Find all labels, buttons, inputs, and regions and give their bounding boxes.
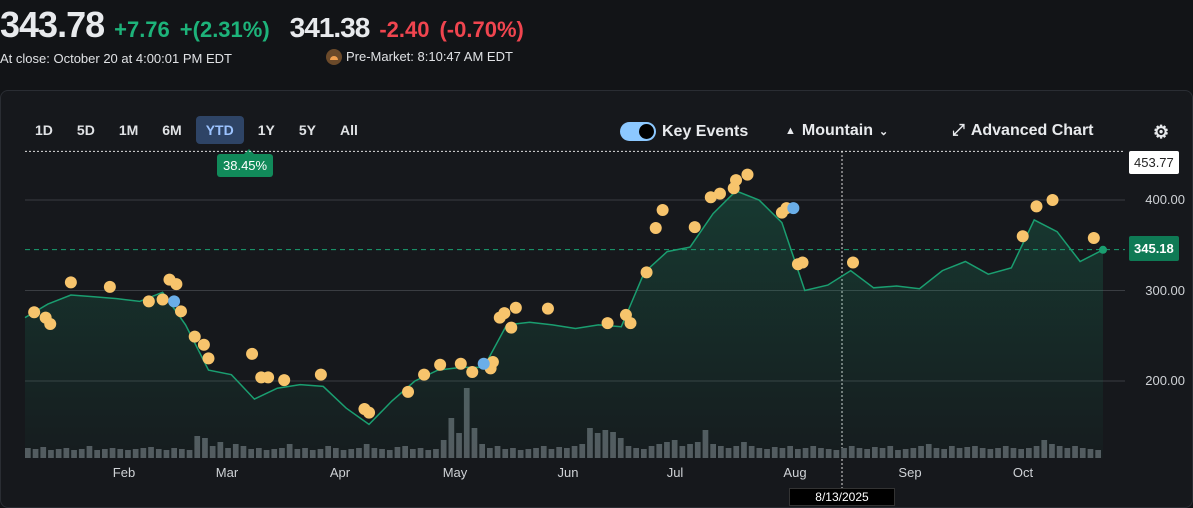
last-price-dot [1099,245,1107,254]
close-time: At close: October 20 at 4:00:01 PM EDT [0,51,232,66]
key-event-marker-blue [477,357,490,370]
key-event-marker [103,280,116,293]
key-event-marker [656,203,669,216]
key-event-marker [170,278,183,291]
key-event-marker [156,293,169,306]
key-event-marker [704,191,717,204]
key-event-marker [624,317,637,330]
key-event-marker [314,368,327,381]
chart-type-label: Mountain [801,122,873,139]
advanced-chart-label: Advanced Chart [970,122,1094,139]
range-selector: 1D 5D 1M 6M YTD 1Y 5Y All [25,116,368,144]
key-event-marker [1046,194,1059,206]
x-tick-month: Oct [1012,465,1034,480]
key-events-label: Key Events [662,122,749,140]
key-event-marker-blue [787,202,800,215]
settings-gear-icon[interactable]: ⚙ [1153,122,1170,142]
premarket-change-pct: (-0.70%) [439,17,524,42]
y-tick: 400.00 [1145,192,1185,207]
premarket-price: 341.38 [289,12,371,43]
key-event-marker [505,321,518,334]
x-tick-month: Apr [329,465,351,480]
key-event-marker [741,168,754,181]
key-event-marker [64,276,77,289]
range-5d[interactable]: 5D [76,122,95,138]
range-1y[interactable]: 1Y [257,122,275,138]
close-change: +7.76 [114,17,170,42]
high-price-tag: 453.77 [1129,151,1179,174]
range-1m[interactable]: 1M [118,122,139,138]
key-event-marker [640,266,653,279]
range-ytd[interactable]: YTD [195,116,244,144]
key-events-toggle[interactable]: Key Events [620,122,748,141]
key-event-marker [174,305,187,318]
key-event-marker [454,357,467,370]
premarket-time: Pre-Market: 8:10:47 AM EDT [326,49,513,65]
close-change-pct: +(2.31%) [179,17,270,42]
sunrise-icon [326,49,342,65]
toggle-switch[interactable] [620,122,656,141]
key-event-marker [649,222,662,235]
y-tick: 300.00 [1145,283,1185,298]
key-event-marker [730,174,743,187]
key-event-marker [246,347,259,360]
crosshair-date-label: 8/13/2025 [789,488,895,506]
quote-header: 343.78 +7.76 +(2.31%) 341.38 -2.40 (-0.7… [0,4,524,46]
key-event-marker [846,256,859,269]
key-event-marker [541,302,554,315]
key-event-marker [44,317,57,330]
range-6m[interactable]: 6M [162,122,182,138]
key-event-marker [202,352,215,365]
key-event-marker [1030,200,1043,213]
key-event-marker [1087,232,1100,245]
x-tick-month: Jun [557,465,579,480]
key-event-marker [509,301,522,314]
expand-icon: ⤢ [952,122,965,139]
range-all[interactable]: All [339,122,358,138]
close-price: 343.78 [0,4,105,45]
range-5y[interactable]: 5Y [298,122,316,138]
key-event-marker [262,371,275,384]
key-event-marker [498,307,511,320]
key-event-marker [1016,230,1029,243]
key-event-marker [363,406,376,419]
key-event-marker [278,374,291,387]
chevron-down-icon: ⌄ [878,125,889,138]
mountain-icon: ▲ [785,125,796,137]
x-tick-month: Sep [898,465,922,480]
key-event-marker [188,330,201,343]
premarket-change: -2.40 [379,17,430,42]
prev-close-tag: 345.18 [1129,236,1179,261]
y-tick: 200.00 [1145,373,1185,388]
key-event-marker [466,365,479,378]
x-tick-month: Feb [112,465,136,480]
chart-type-dropdown[interactable]: ▲ Mountain ⌄ [785,122,888,140]
x-tick-month: Jul [666,465,684,480]
key-event-marker [197,338,210,351]
key-event-marker [486,355,499,368]
key-event-marker [402,385,415,398]
advanced-chart-button[interactable]: ⤢ Advanced Chart [952,122,1094,140]
x-tick-month: Aug [783,465,807,480]
x-tick-month: May [442,465,468,480]
key-event-marker [142,295,155,308]
premarket-label: Pre-Market: 8:10:47 AM EDT [346,49,513,64]
key-event-marker [796,256,809,269]
range-1d[interactable]: 1D [35,122,53,138]
key-event-marker [28,306,41,319]
key-event-marker [418,368,431,381]
x-tick-month: Mar [215,465,239,480]
key-event-marker [434,358,447,371]
key-event-marker [601,317,614,330]
price-area [25,190,1103,458]
key-event-marker-blue [168,295,181,308]
key-event-marker [688,221,701,234]
key-event-marker [713,187,726,200]
